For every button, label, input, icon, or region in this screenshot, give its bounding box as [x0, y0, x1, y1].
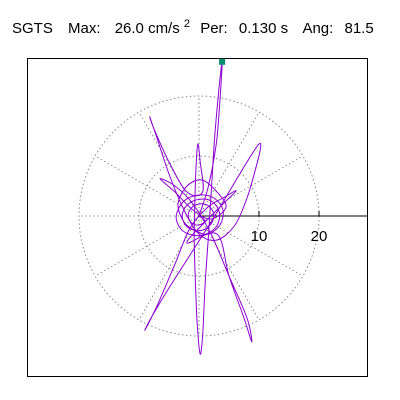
grid-spoke-240 — [138, 215, 200, 321]
header-angle-value: 81.5 — [344, 20, 373, 37]
orbit-trace — [144, 61, 262, 355]
header-max-value: 26.0 cm/s — [115, 20, 180, 37]
header-angle-label: Ang: — [302, 20, 333, 37]
grid-spoke-60 — [198, 111, 260, 217]
polar-axis: 10 20 — [199, 211, 368, 245]
grid-spoke-150 — [94, 155, 200, 217]
peak-marker-group — [219, 58, 226, 65]
peak-marker — [219, 58, 226, 65]
header-title: SGTS Max: 26.0 cm/s 2 Per: 0.130 s Ang: … — [12, 14, 374, 37]
orbit-trace-group — [144, 61, 262, 355]
plot-frame — [27, 58, 368, 377]
header-period-value: 0.130 s — [239, 20, 288, 37]
header-period-label: Per: — [200, 20, 228, 37]
grid-spoke-210 — [94, 215, 200, 277]
grid-spoke-330 — [198, 215, 304, 277]
header-station: SGTS — [12, 20, 53, 37]
header-max-label: Max: — [68, 20, 101, 37]
radial-tick-label-20: 20 — [311, 228, 328, 245]
header-max-exponent: 2 — [184, 18, 190, 30]
radial-tick-label-10: 10 — [251, 228, 268, 245]
